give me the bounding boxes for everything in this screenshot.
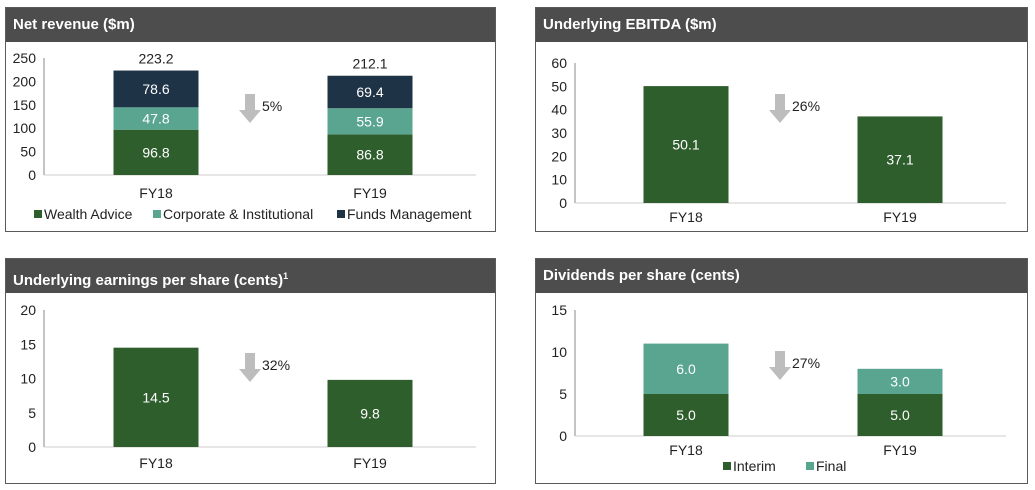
bar-segment xyxy=(327,75,413,109)
bar-segment xyxy=(643,86,729,203)
down-arrow-icon xyxy=(769,351,791,380)
data-label: 37.1 xyxy=(886,152,913,168)
net-revenue-title: Net revenue ($m) xyxy=(6,8,495,42)
legend-swatch xyxy=(34,210,42,218)
bar-segment xyxy=(857,394,943,436)
eps-chart: 0 5 10 15 20 14.5 FY18 9.8 FY19 32% xyxy=(20,302,476,471)
legend-swatch xyxy=(153,210,161,218)
y-tick-label: 200 xyxy=(13,73,37,89)
y-tick-label: 5 xyxy=(28,405,36,421)
data-label: 50.1 xyxy=(672,137,699,153)
change-label: 26% xyxy=(792,98,820,114)
y-tick-label: 0 xyxy=(28,439,36,455)
data-label: 69.4 xyxy=(356,84,383,100)
change-label: 27% xyxy=(792,355,820,371)
legend-swatch xyxy=(806,462,814,470)
net-revenue-panel: Net revenue ($m) 0 50 100 150 200 250 96.8 47.8… xyxy=(5,7,496,232)
y-tick-label: 250 xyxy=(13,50,37,66)
y-tick-label: 10 xyxy=(20,371,36,387)
change-label: 32% xyxy=(262,357,290,373)
total-label: 223.2 xyxy=(138,51,173,67)
data-label: 47.8 xyxy=(142,111,169,127)
bar-segment xyxy=(113,107,199,130)
bar-segment xyxy=(643,394,729,436)
y-tick-label: 60 xyxy=(551,55,567,71)
category-label: FY19 xyxy=(883,442,917,458)
ebitda-chart: 0 10 20 30 40 50 60 50.1 FY18 37.1 FY19 26% xyxy=(551,55,1006,225)
y-tick-label: 15 xyxy=(551,302,567,318)
bar-segment xyxy=(113,347,199,447)
down-arrow-icon xyxy=(769,94,791,123)
y-tick-label: 30 xyxy=(551,125,567,141)
bar-segment xyxy=(327,379,413,447)
legend-label: Interim xyxy=(733,458,776,474)
category-label: FY19 xyxy=(353,185,387,201)
change-label: 5% xyxy=(262,98,282,114)
data-label: 9.8 xyxy=(360,405,380,421)
bar-segment xyxy=(857,116,943,203)
dps-chart: 0 5 10 15 5.0 6.0 FY18 5.0 3.0 FY19 27% Interim Fina… xyxy=(551,302,1006,474)
bar-segment xyxy=(857,368,943,394)
y-tick-label: 50 xyxy=(551,78,567,94)
category-label: FY18 xyxy=(139,455,173,471)
y-tick-label: 50 xyxy=(20,144,36,160)
bar-segment xyxy=(327,108,413,135)
bar-segment xyxy=(113,129,199,175)
data-label: 6.0 xyxy=(676,361,696,377)
eps-title: Underlying earnings per share (cents) xyxy=(13,272,284,289)
down-arrow-icon xyxy=(239,94,261,123)
total-label: 212.1 xyxy=(352,56,387,72)
legend-swatch xyxy=(723,462,731,470)
y-tick-label: 20 xyxy=(20,302,36,318)
bar-segment xyxy=(327,134,413,175)
legend-label: Wealth Advice xyxy=(44,206,133,222)
y-tick-label: 5 xyxy=(559,386,567,402)
ebitda-title: Underlying EBITDA ($m) xyxy=(536,8,1027,42)
data-label: 5.0 xyxy=(676,407,696,423)
y-tick-label: 0 xyxy=(559,195,567,211)
y-tick-label: 40 xyxy=(551,102,567,118)
eps-title-footnote: 1 xyxy=(283,271,289,281)
bar-segment xyxy=(643,343,729,394)
bar-segment xyxy=(113,70,199,108)
y-tick-label: 0 xyxy=(28,167,36,183)
legend-label: Funds Management xyxy=(347,206,472,222)
y-tick-label: 0 xyxy=(559,428,567,444)
data-label: 55.9 xyxy=(356,113,383,129)
category-label: FY18 xyxy=(139,185,173,201)
category-label: FY19 xyxy=(883,209,917,225)
dps-panel: Dividends per share (cents) 0 5 10 15 5.0 6.0… xyxy=(535,258,1028,484)
category-label: FY18 xyxy=(669,209,703,225)
data-label: 14.5 xyxy=(142,389,169,405)
y-tick-label: 10 xyxy=(551,172,567,188)
legend-label: Final xyxy=(816,458,846,474)
y-tick-label: 100 xyxy=(13,120,37,136)
y-tick-label: 150 xyxy=(13,97,37,113)
data-label: 5.0 xyxy=(890,407,910,423)
ebitda-panel: Underlying EBITDA ($m) 0 10 20 30 40 50 60 50.1… xyxy=(535,7,1028,232)
y-tick-label: 10 xyxy=(551,344,567,360)
category-label: FY19 xyxy=(353,455,387,471)
category-label: FY18 xyxy=(669,442,703,458)
y-tick-label: 20 xyxy=(551,148,567,164)
eps-panel: Underlying earnings per share (cents)1 0… xyxy=(5,258,496,484)
net-revenue-chart: 0 50 100 150 200 250 96.8 47.8 78.6 223.2 FY18 86.8… xyxy=(13,50,476,222)
legend-swatch xyxy=(337,210,345,218)
legend-label: Corporate & Institutional xyxy=(163,206,313,222)
down-arrow-icon xyxy=(239,353,261,382)
dps-title: Dividends per share (cents) xyxy=(536,259,1027,293)
y-tick-label: 15 xyxy=(20,336,36,352)
data-label: 3.0 xyxy=(890,373,910,389)
data-label: 78.6 xyxy=(142,81,169,97)
data-label: 96.8 xyxy=(142,144,169,160)
data-label: 86.8 xyxy=(356,147,383,163)
